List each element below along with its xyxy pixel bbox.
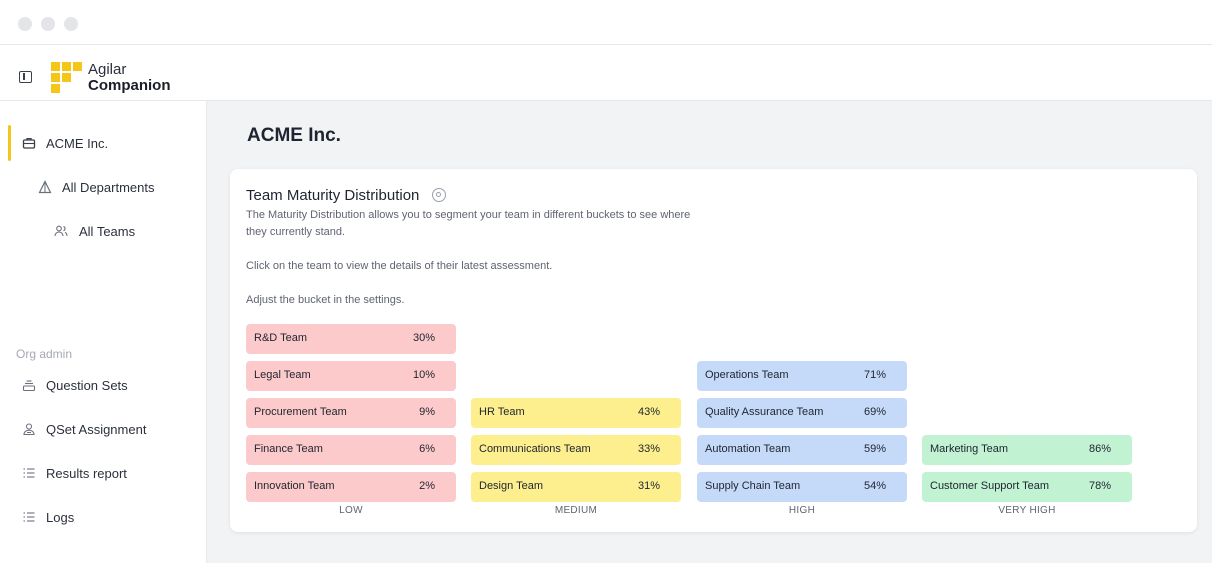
departments-icon xyxy=(38,180,52,194)
team-percentage: 2% xyxy=(419,480,435,492)
sidebar-item-qset-assignment[interactable]: QSet Assignment xyxy=(0,411,206,447)
sidebar-item-label: All Teams xyxy=(79,223,136,239)
team-percentage: 71% xyxy=(863,369,886,381)
bucket-label-low: LOW xyxy=(339,505,363,516)
team-percentage: 9% xyxy=(419,406,435,418)
team-tile-customer-support[interactable]: Customer Support Team 78% xyxy=(922,472,1132,502)
brand-name-line2: Companion xyxy=(88,77,171,94)
team-tile-finance[interactable]: Finance Team 6% xyxy=(246,435,456,465)
sidebar-item-logs[interactable]: Logs xyxy=(0,499,206,535)
team-name: Innovation Team xyxy=(254,480,335,492)
window-close-button[interactable] xyxy=(18,17,32,31)
briefcase-icon xyxy=(22,136,36,150)
team-percentage: 78% xyxy=(1088,480,1111,492)
sidebar-item-acme[interactable]: ACME Inc. xyxy=(0,125,206,161)
team-tile-automation[interactable]: Automation Team 59% xyxy=(697,435,907,465)
stack-icon xyxy=(22,378,36,392)
bucket-label-medium: MEDIUM xyxy=(554,505,598,516)
team-name: Finance Team xyxy=(254,443,323,455)
team-percentage: 6% xyxy=(419,443,435,455)
list-icon xyxy=(22,466,36,480)
list-icon xyxy=(22,510,36,524)
card-title: Team Maturity Distribution xyxy=(246,187,420,204)
org-admin-section-label: Org admin xyxy=(16,347,73,361)
main-content: ACME Inc. Team Maturity Distribution The… xyxy=(207,101,1212,563)
team-tile-rd[interactable]: R&D Team 30% xyxy=(246,324,456,354)
team-name: Automation Team xyxy=(705,443,791,455)
team-name: Procurement Team xyxy=(254,406,347,418)
bucket-label-high: HIGH xyxy=(788,505,816,516)
team-name: Supply Chain Team xyxy=(705,480,801,492)
team-percentage: 54% xyxy=(863,480,886,492)
sidebar-item-teams[interactable]: All Teams xyxy=(0,213,206,249)
card-description-line1: The Maturity Distribution allows you to … xyxy=(246,209,691,221)
team-tile-design[interactable]: Design Team 31% xyxy=(471,472,681,502)
window-bottom-edge xyxy=(0,563,1212,587)
team-tile-hr[interactable]: HR Team 43% xyxy=(471,398,681,428)
active-indicator xyxy=(8,125,11,161)
card-description-line2: they currently stand. xyxy=(246,226,346,238)
team-name: R&D Team xyxy=(254,332,307,344)
team-name: Marketing Team xyxy=(930,443,1009,455)
team-percentage: 43% xyxy=(637,406,660,418)
team-tile-communications[interactable]: Communications Team 33% xyxy=(471,435,681,465)
window-minimize-button[interactable] xyxy=(41,17,55,31)
page-title: ACME Inc. xyxy=(247,125,341,146)
sidebar-item-departments[interactable]: All Departments xyxy=(0,169,206,205)
team-tile-supply-chain[interactable]: Supply Chain Team 54% xyxy=(697,472,907,502)
sidebar: ACME Inc. All Departments All Teams Org … xyxy=(0,101,207,563)
app-header: Agilar Companion xyxy=(0,45,1212,101)
gear-icon[interactable] xyxy=(432,188,446,202)
window-maximize-button[interactable] xyxy=(64,17,78,31)
sidebar-item-label: ACME Inc. xyxy=(46,135,109,151)
agilar-logo-icon xyxy=(51,62,83,94)
team-percentage: 33% xyxy=(637,443,660,455)
team-tile-operations[interactable]: Operations Team 71% xyxy=(697,361,907,391)
sidebar-item-label: QSet Assignment xyxy=(46,421,147,437)
sidebar-item-label: All Departments xyxy=(62,179,155,195)
team-name: HR Team xyxy=(479,406,525,418)
team-tile-procurement[interactable]: Procurement Team 9% xyxy=(246,398,456,428)
sidebar-item-question-sets[interactable]: Question Sets xyxy=(0,367,206,403)
maturity-distribution-card: Team Maturity Distribution The Maturity … xyxy=(230,169,1197,532)
team-percentage: 30% xyxy=(412,332,435,344)
team-tile-legal[interactable]: Legal Team 10% xyxy=(246,361,456,391)
team-tile-marketing[interactable]: Marketing Team 86% xyxy=(922,435,1132,465)
team-tile-innovation[interactable]: Innovation Team 2% xyxy=(246,472,456,502)
sidebar-toggle-icon[interactable] xyxy=(19,71,32,83)
team-percentage: 10% xyxy=(412,369,435,381)
team-name: Customer Support Team xyxy=(930,480,1050,492)
team-name: Legal Team xyxy=(254,369,311,381)
brand-name-line1: Agilar xyxy=(88,61,127,78)
card-description-adjust: Adjust the bucket in the settings. xyxy=(246,294,405,306)
team-percentage: 86% xyxy=(1088,443,1111,455)
bucket-label-very-high: VERY HIGH xyxy=(998,505,1056,516)
card-description-click: Click on the team to view the details of… xyxy=(246,260,553,272)
team-percentage: 31% xyxy=(637,480,660,492)
team-percentage: 59% xyxy=(863,443,886,455)
team-percentage: 69% xyxy=(863,406,886,418)
team-name: Operations Team xyxy=(705,369,789,381)
sidebar-item-label: Results report xyxy=(46,465,127,481)
team-name: Communications Team xyxy=(479,443,591,455)
sidebar-item-label: Logs xyxy=(46,509,75,525)
sidebar-item-results-report[interactable]: Results report xyxy=(0,455,206,491)
window-titlebar xyxy=(0,0,1212,45)
team-tile-quality-assurance[interactable]: Quality Assurance Team 69% xyxy=(697,398,907,428)
team-name: Quality Assurance Team xyxy=(705,406,824,418)
assign-icon xyxy=(22,422,36,436)
team-name: Design Team xyxy=(479,480,543,492)
users-icon xyxy=(54,224,68,238)
sidebar-item-label: Question Sets xyxy=(46,377,128,393)
